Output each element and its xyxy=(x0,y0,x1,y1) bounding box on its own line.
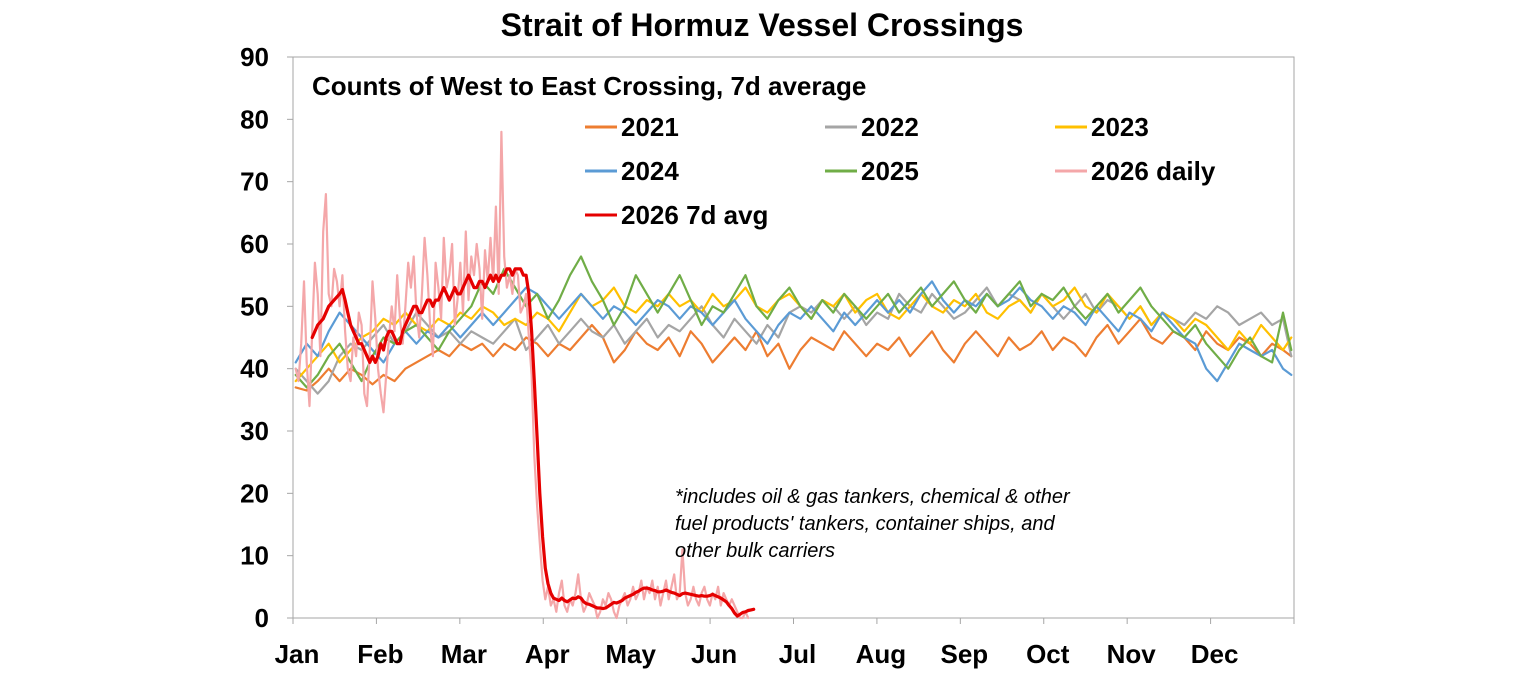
series-line-2026-daily xyxy=(294,130,750,620)
series-line-2026-7d-avg xyxy=(310,267,756,618)
x-tick-label: Nov xyxy=(1107,639,1157,669)
y-tick-label: 60 xyxy=(240,229,269,259)
y-tick-label: 40 xyxy=(240,354,269,384)
legend-label: 2022 xyxy=(861,112,919,142)
y-tick-label: 50 xyxy=(240,291,269,321)
chart-title: Strait of Hormuz Vessel Crossings xyxy=(501,7,1024,43)
x-tick-label: Jul xyxy=(779,639,817,669)
legend-label: 2026 daily xyxy=(1091,156,1216,186)
x-tick-label: Apr xyxy=(525,639,570,669)
x-tick-label: May xyxy=(605,639,656,669)
x-tick-label: Aug xyxy=(856,639,907,669)
series-line-2024 xyxy=(294,280,1293,383)
legend-label: 2026 7d avg xyxy=(621,200,768,230)
series-line-2021 xyxy=(294,317,1293,392)
footnote-line-3: other bulk carriers xyxy=(675,540,835,562)
legend-label: 2021 xyxy=(621,112,679,142)
y-tick-label: 30 xyxy=(240,416,269,446)
y-tick-label: 20 xyxy=(240,478,269,508)
footnote: *includes oil & gas tankers, chemical & … xyxy=(675,486,1071,562)
x-tick-label: Mar xyxy=(441,639,487,669)
y-tick-label: 70 xyxy=(240,167,269,197)
y-tick-label: 10 xyxy=(240,541,269,571)
series-layer xyxy=(294,130,1293,620)
legend-label: 2024 xyxy=(621,156,679,186)
legend-label: 2025 xyxy=(861,156,919,186)
series-line-2025 xyxy=(294,255,1293,389)
legend: 2021 2022 2023 2024 2025 2026 daily 2026 7d av… xyxy=(585,112,1216,230)
y-axis: 0 10 20 30 40 50 60 70 80 90 xyxy=(240,42,293,633)
y-tick-label: 90 xyxy=(240,42,269,72)
x-tick-label: Jan xyxy=(275,639,320,669)
y-tick-label: 80 xyxy=(240,104,269,134)
x-tick-label: Feb xyxy=(357,639,403,669)
footnote-line-1: *includes oil & gas tankers, chemical & … xyxy=(675,486,1071,508)
x-tick-label: Dec xyxy=(1191,639,1239,669)
legend-label: 2023 xyxy=(1091,112,1149,142)
x-tick-label: Oct xyxy=(1026,639,1070,669)
y-tick-label: 0 xyxy=(255,603,269,633)
x-tick-label: Sep xyxy=(940,639,988,669)
chart-subtitle: Counts of West to East Crossing, 7d aver… xyxy=(312,71,866,101)
x-axis: Jan Feb Mar Apr May Jun Jul Aug Sep Oct Nov Dec xyxy=(275,618,1295,669)
footnote-line-2: fuel products' tankers, container ships,… xyxy=(675,513,1055,535)
x-tick-label: Jun xyxy=(691,639,737,669)
